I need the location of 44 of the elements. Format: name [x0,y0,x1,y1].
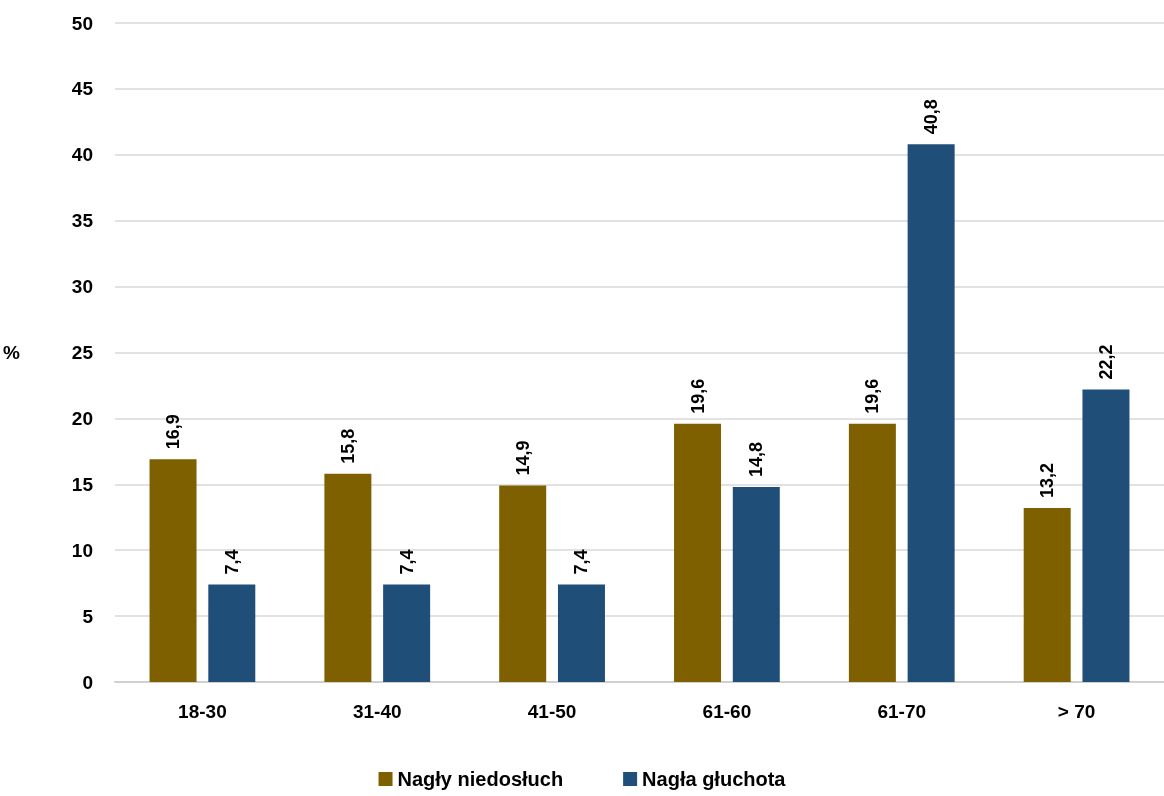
bar [499,485,547,682]
data-label: 19,6 [687,378,708,414]
data-label: 7,4 [571,549,592,575]
data-label: 19,6 [862,378,883,414]
x-tick-label: 41-50 [527,701,577,722]
x-tick-label: 61-70 [877,701,927,722]
data-label: 22,2 [1095,344,1116,380]
bar [149,459,197,682]
y-tick-label: 40 [71,144,93,166]
x-tick-label: 31-40 [352,701,402,722]
y-tick-label: 10 [71,539,93,561]
y-tick-label: 35 [71,210,94,232]
y-axis-title: % [3,342,21,363]
bar [557,584,605,682]
x-tick-label: 18-30 [178,701,227,722]
data-label: 7,4 [396,549,417,575]
data-label: 14,8 [746,441,767,477]
bar [674,423,722,682]
bar [1023,508,1071,682]
y-tick-label: 15 [71,473,94,495]
y-tick-label: 45 [71,78,94,100]
data-label: 14,9 [512,440,533,476]
data-label: 7,4 [221,549,242,575]
y-tick-label: 0 [82,671,93,693]
y-tick-label: 5 [82,605,94,627]
data-label: 40,8 [921,99,942,135]
bar [383,584,431,682]
data-label: 15,8 [337,428,358,464]
bar [1082,389,1130,682]
y-tick-label: 50 [71,12,93,34]
x-tick-label: 61-60 [702,701,752,722]
y-tick-label: 30 [71,276,93,298]
y-tick-label: 25 [71,342,94,363]
y-tick-label: 20 [71,407,93,429]
x-tick-label: > 70 [1057,701,1096,722]
legend-label: Nagły niedosłuch [397,768,564,790]
data-label: 13,2 [1037,462,1058,499]
bar [324,473,372,682]
bar [907,144,955,682]
bar [848,423,896,682]
legend-label: Nagła głuchota [642,768,787,790]
data-label: 16,9 [163,414,184,450]
bar [208,584,256,682]
bar [732,486,780,682]
